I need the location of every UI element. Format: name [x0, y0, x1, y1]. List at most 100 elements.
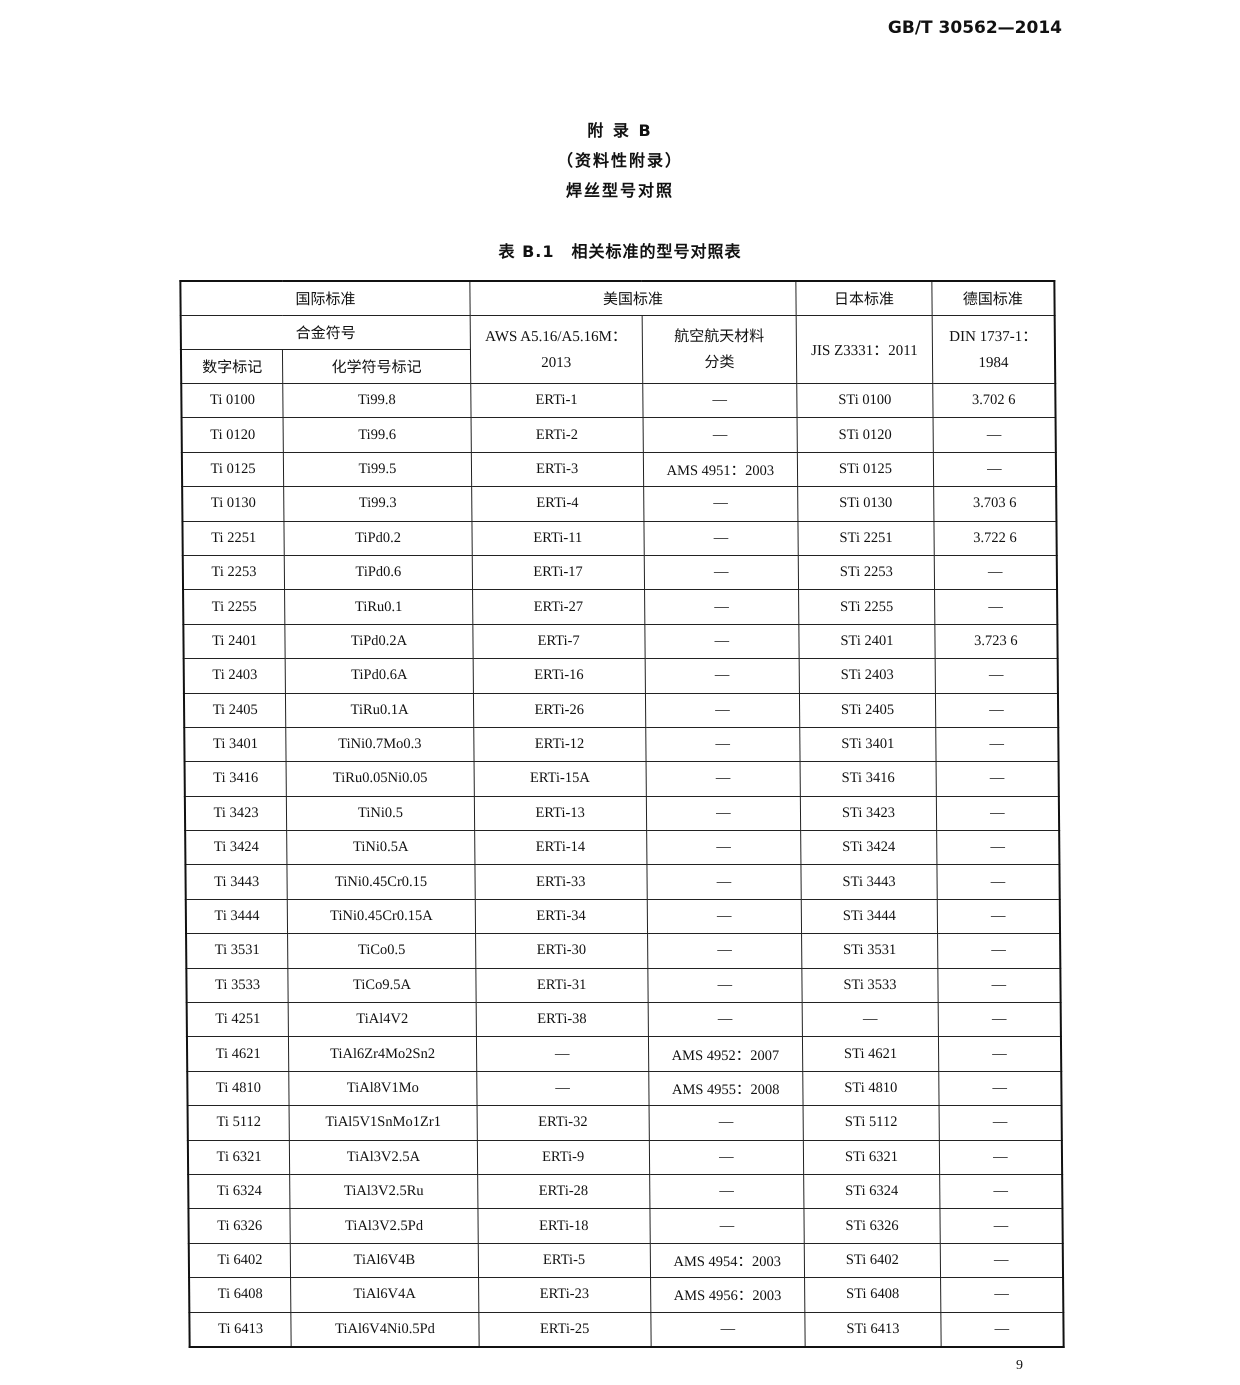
table-row: Ti 3401 TiNi0.7Mo0.3 ERTi-12— STi 3401— [184, 727, 1059, 762]
jis-class-cell: STi 3444 [801, 899, 938, 934]
din-class-cell: — [938, 1036, 1062, 1072]
jis-class-cell: STi 2251 [798, 521, 935, 556]
aerospace-class-cell: — [645, 727, 801, 762]
aerospace-class-cell: — [643, 555, 799, 590]
aws-class-cell: ERTi-26 [473, 693, 646, 728]
chemical-mark-cell: TiNi0.45Cr0.15A [287, 899, 476, 934]
jis-class-cell: STi 5112 [803, 1105, 940, 1141]
table-row: Ti 3531 TiCo0.5 ERTi-30— STi 3531— [186, 933, 1061, 969]
numeric-mark-cell: Ti 2403 [183, 658, 286, 694]
numeric-mark-cell: Ti 4621 [186, 1036, 289, 1072]
aws-class-cell: ERTi-18 [477, 1208, 650, 1244]
numeric-mark-cell: Ti 3444 [185, 899, 288, 934]
aerospace-class-cell: — [644, 658, 800, 694]
aerospace-class-cell: — [647, 933, 803, 969]
aerospace-class-cell: — [647, 1002, 803, 1037]
table-row: Ti 5112 TiAl5V1SnMo1Zr1 ERTi-32— STi 5112— [187, 1105, 1062, 1141]
aerospace-class-cell: — [646, 830, 802, 865]
aws-class-cell: ERTi-15A [473, 761, 646, 797]
din-class-cell: — [940, 1243, 1064, 1278]
jis-class-cell: STi 4810 [802, 1071, 939, 1106]
chemical-mark-cell: Ti99.6 [283, 417, 472, 453]
header-alloy-symbol: 合金符号 [180, 315, 471, 350]
jis-class-cell: STi 2401 [799, 624, 935, 659]
table-row: Ti 2401 TiPd0.2A ERTi-7— STi 2401 3.723 6 [183, 624, 1058, 659]
chemical-mark-cell: TiAl3V2.5A [289, 1140, 478, 1175]
aws-class-cell: ERTi-17 [472, 555, 645, 590]
din-class-cell: — [937, 968, 1061, 1003]
table-row: Ti 0100 Ti99.8 ERTi-1— STi 0100 3.702 6 [181, 383, 1056, 418]
header-germany: 德国标准 [931, 281, 1055, 316]
comparison-table: 国际标准 美国标准 日本标准 德国标准 合金符号 AWS A5.16/A5.16… [179, 280, 1065, 1348]
numeric-mark-cell: Ti 3443 [185, 864, 288, 900]
numeric-mark-cell: Ti 3423 [184, 796, 287, 831]
din-class-cell: — [933, 452, 1057, 487]
table-row: Ti 2405 TiRu0.1A ERTi-26— STi 2405— [183, 693, 1059, 728]
appendix-title: 附 录 B [587, 121, 653, 140]
header-din: DIN 1737-1：1984 [931, 315, 1056, 384]
table-row: Ti 0125 Ti99.5 ERTi-3 AMS 4951：2003 STi 0125… [181, 452, 1057, 487]
din-class-cell: — [939, 1174, 1063, 1209]
jis-class-cell: STi 6324 [803, 1174, 940, 1209]
numeric-mark-cell: Ti 3401 [184, 727, 287, 762]
numeric-mark-cell: Ti 2401 [183, 624, 286, 659]
numeric-mark-cell: Ti 2251 [182, 521, 285, 556]
table-row: Ti 0130 Ti99.3 ERTi-4— STi 0130 3.703 6 [182, 486, 1057, 522]
header-aerospace: 航空航天材料分类 [641, 315, 797, 384]
table-row: Ti 6324 TiAl3V2.5Ru ERTi-28— STi 6324— [188, 1174, 1063, 1209]
din-class-cell: — [938, 1071, 1062, 1106]
table-row: Ti 6402 TiAl6V4B ERTi-5 AMS 4954：2003 STi 64… [188, 1243, 1064, 1278]
numeric-mark-cell: Ti 5112 [187, 1105, 290, 1141]
numeric-mark-cell: Ti 0130 [182, 486, 285, 522]
table-row: Ti 6413 TiAl6V4Ni0.5Pd ERTi-25— STi 6413— [189, 1312, 1064, 1347]
chemical-mark-cell: TiRu0.1A [285, 693, 474, 728]
numeric-mark-cell: Ti 4251 [186, 1002, 289, 1037]
aws-class-cell: ERTi-14 [474, 830, 647, 865]
din-class-cell: — [937, 933, 1061, 969]
table-row: Ti 2403 TiPd0.6A ERTi-16— STi 2403— [183, 658, 1058, 694]
table-row: Ti 2253 TiPd0.6 ERTi-17— STi 2253— [182, 555, 1058, 590]
din-class-cell: 3.702 6 [932, 383, 1056, 418]
aws-class-cell: ERTi-33 [474, 864, 647, 900]
header-japan: 日本标准 [796, 281, 932, 316]
aerospace-class-cell: — [648, 1140, 804, 1175]
din-class-cell: — [936, 864, 1060, 900]
numeric-mark-cell: Ti 0120 [181, 417, 284, 453]
chemical-mark-cell: TiAl6V4A [290, 1277, 479, 1313]
jis-class-cell: — [802, 1002, 939, 1037]
jis-class-cell: STi 3531 [801, 933, 938, 969]
aerospace-class-cell: — [645, 796, 801, 831]
aws-class-cell: ERTi-9 [477, 1140, 650, 1175]
aerospace-class-cell: — [646, 864, 802, 900]
din-class-cell: — [934, 589, 1058, 625]
aerospace-class-cell: — [642, 417, 798, 453]
aerospace-class-cell: — [644, 624, 800, 659]
aerospace-class-cell: — [646, 899, 802, 934]
aerospace-class-cell: — [649, 1208, 805, 1244]
chemical-mark-cell: TiCo9.5A [288, 968, 476, 1003]
chemical-mark-cell: TiPd0.2A [285, 624, 473, 659]
aerospace-class-cell: AMS 4955：2008 [648, 1071, 804, 1106]
table-row: Ti 3423 TiNi0.5 ERTi-13— STi 3423— [184, 796, 1060, 831]
table-row: Ti 3416 TiRu0.05Ni0.05 ERTi-15A — STi 3416— [184, 761, 1059, 797]
numeric-mark-cell: Ti 2405 [183, 693, 286, 728]
aws-class-cell: ERTi-4 [471, 486, 644, 522]
appendix-subject: 焊丝型号对照 [565, 181, 674, 200]
jis-class-cell: STi 0125 [797, 452, 934, 487]
jis-class-cell: STi 2253 [798, 555, 935, 590]
din-class-cell: — [940, 1277, 1064, 1313]
aerospace-class-cell: AMS 4956：2003 [650, 1277, 806, 1313]
table-caption: 表 B.1 相关标准的型号对照表 [498, 242, 742, 261]
chemical-mark-cell: TiAl6Zr4Mo2Sn2 [288, 1036, 477, 1072]
din-class-cell: — [939, 1140, 1063, 1175]
din-class-cell: — [938, 1105, 1062, 1141]
aerospace-class-cell: — [644, 589, 800, 625]
header-aws: AWS A5.16/A5.16M：2013 [469, 315, 643, 384]
table-row: Ti 0120 Ti99.6 ERTi-2— STi 0120— [181, 417, 1056, 453]
header-numeric: 数字标记 [180, 349, 283, 384]
table-row: Ti 2251 TiPd0.2 ERTi-11— STi 2251 3.722 6 [182, 521, 1057, 556]
numeric-mark-cell: Ti 4810 [187, 1071, 290, 1106]
jis-class-cell: STi 0120 [797, 417, 934, 453]
aerospace-class-cell: — [645, 761, 801, 797]
aws-class-cell: ERTi-5 [478, 1243, 651, 1278]
